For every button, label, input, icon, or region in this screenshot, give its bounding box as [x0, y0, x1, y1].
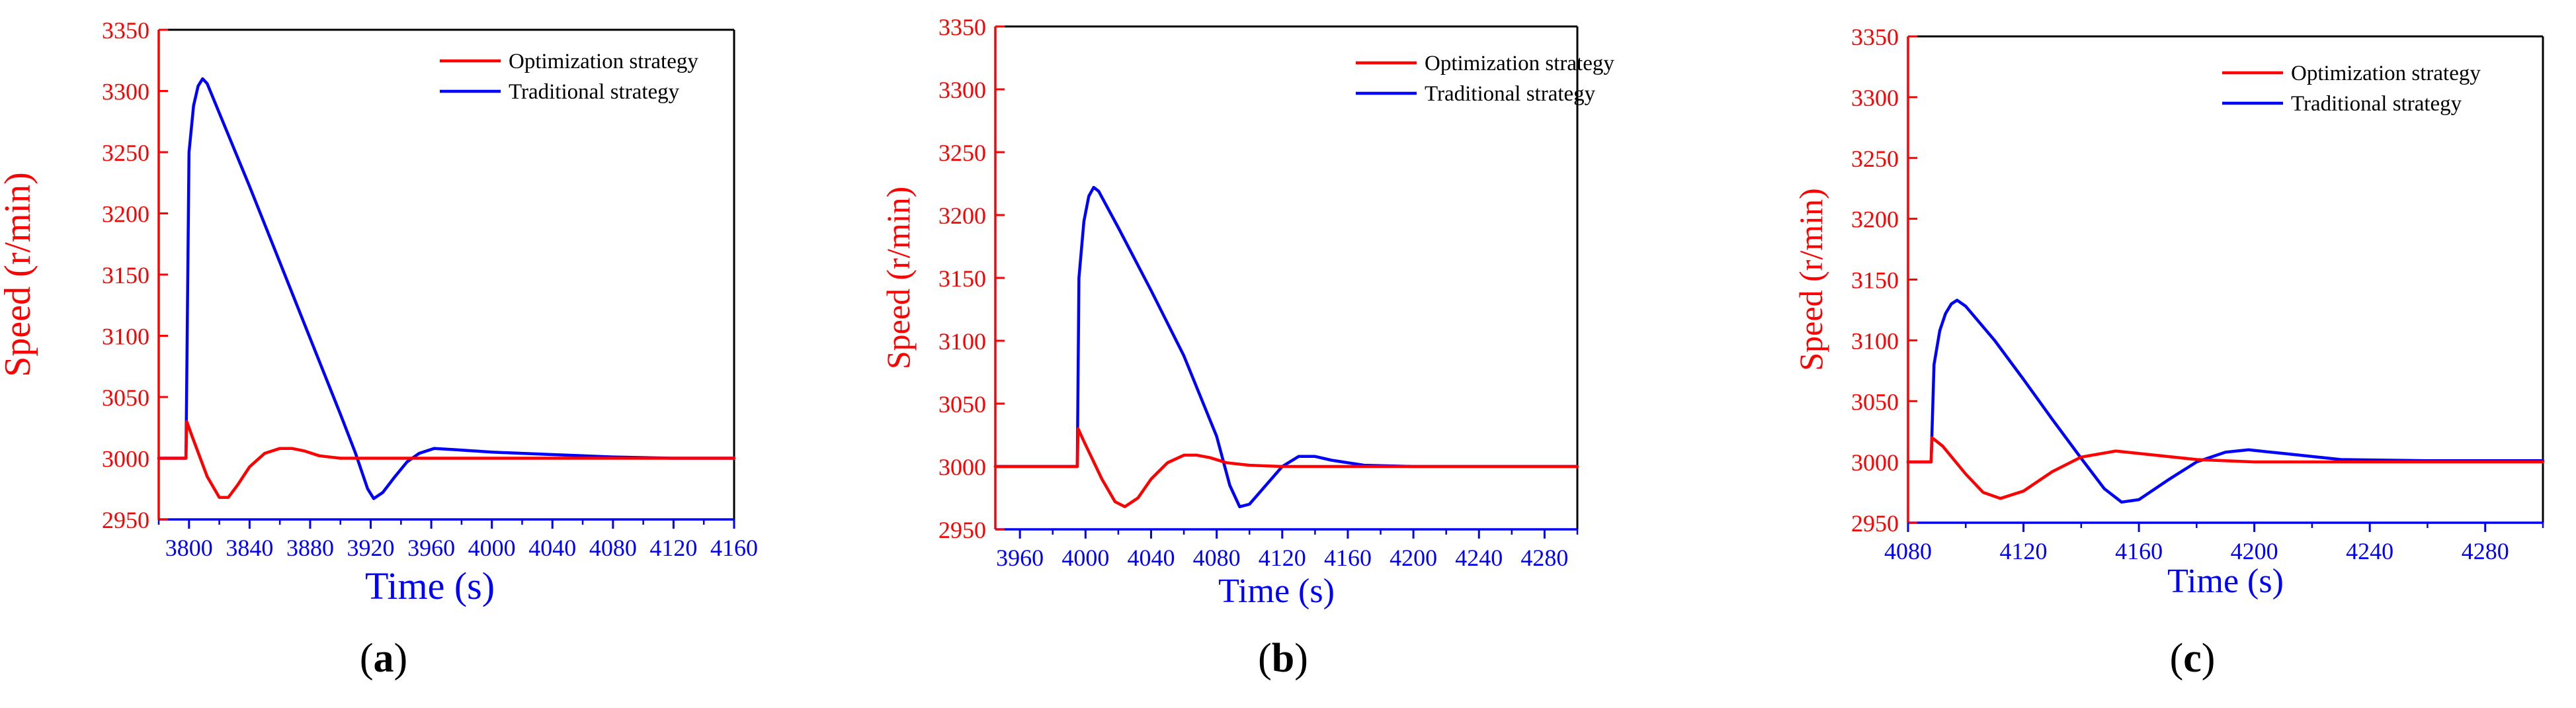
y-tick-label: 3100: [1851, 328, 1899, 354]
x-tick-label: 3960: [407, 535, 455, 561]
y-tick-label: 3150: [102, 262, 149, 288]
chart-b: 2950 3000 3050 3100 3150 3200 3250 3300 3350 3960…: [880, 14, 1614, 610]
y-tick-label: 3000: [1851, 449, 1899, 476]
x-tick-label: 4240: [2346, 538, 2393, 564]
chart-c: 2950 3000 3050 3100 3150 3200 3250 3300 3350 4080…: [1792, 24, 2545, 600]
panel-label-b-letter: b: [1271, 636, 1295, 681]
x-axis-label: Time (s): [365, 564, 495, 607]
panel-label-b: (b): [1258, 636, 1308, 681]
x-tick-label: 4280: [1520, 545, 1568, 571]
panel-label-c-letter: c: [2183, 636, 2202, 681]
legend-label-optimization: Optimization strategy: [1425, 52, 1614, 75]
x-tick-label: 4160: [2115, 538, 2163, 564]
x-tick-label: 4200: [2231, 538, 2278, 564]
x-tick-label: 4120: [1259, 545, 1306, 571]
y-tick-label: 3350: [1851, 24, 1899, 50]
y-tick-label: 3250: [102, 140, 149, 166]
y-tick-label: 3100: [102, 324, 149, 350]
y-tick-label: 3150: [1851, 267, 1899, 294]
y-tick-label: 3100: [938, 328, 986, 355]
series-line-optimization: [157, 420, 736, 499]
y-tick-label: 3300: [938, 77, 986, 103]
legend-label-traditional: Traditional strategy: [509, 80, 680, 104]
y-tick-label: 2950: [938, 517, 986, 543]
panel-label-c: (c): [2169, 636, 2216, 681]
x-tick-label: 4040: [528, 535, 576, 561]
y-tick-label: 3250: [1851, 146, 1899, 172]
x-axis-label: Time (s): [2167, 562, 2284, 600]
y-tick-label: 3050: [1851, 388, 1899, 415]
y-axis-label: Speed (r/min): [1792, 188, 1829, 371]
y-tick-label: 3350: [102, 17, 149, 44]
x-axis-label: Time (s): [1218, 572, 1335, 610]
chart-a: 2950 3000 3050 3100 3150 3200 3250 3300 3350 3800…: [0, 17, 758, 607]
x-tick-label: 4080: [1193, 545, 1241, 571]
series-line-optimization: [1906, 436, 2545, 500]
y-tick-label: 3200: [102, 201, 149, 228]
x-tick-label: 4240: [1455, 545, 1503, 571]
series-line-traditional: [993, 185, 1579, 509]
legend-label-optimization: Optimization strategy: [509, 50, 698, 73]
x-tick-label: 4120: [649, 535, 697, 561]
x-tick-label: 4280: [2462, 538, 2509, 564]
y-tick-label: 3150: [938, 265, 986, 292]
x-tick-label: 3920: [347, 535, 395, 561]
series-line-traditional: [1906, 298, 2545, 504]
x-tick-label: 4120: [2000, 538, 2048, 564]
legend-label-optimization: Optimization strategy: [2291, 62, 2481, 85]
x-tick-label: 4160: [710, 535, 758, 561]
x-tick-label: 4040: [1127, 545, 1175, 571]
legend-label-traditional: Traditional strategy: [1425, 82, 1596, 106]
series-line-traditional: [157, 77, 736, 500]
y-tick-label: 3350: [938, 14, 986, 40]
panel-label-a-letter: a: [373, 636, 394, 681]
x-tick-label: 3840: [226, 535, 273, 561]
x-tick-label: 4160: [1324, 545, 1372, 571]
x-tick-label: 4000: [468, 535, 516, 561]
y-tick-label: 3050: [938, 391, 986, 418]
y-axis-label: Speed (r/min): [880, 187, 917, 369]
x-tick-label: 3960: [996, 545, 1044, 571]
y-tick-label: 3000: [938, 454, 986, 480]
x-tick-label: 4200: [1390, 545, 1437, 571]
y-tick-label: 3050: [102, 384, 149, 411]
panel-label-a: (a): [359, 636, 408, 681]
x-tick-label: 4080: [589, 535, 637, 561]
x-tick-label: 4000: [1061, 545, 1109, 571]
y-tick-label: 2950: [1851, 510, 1899, 537]
y-tick-label: 3000: [102, 446, 149, 472]
y-tick-label: 3200: [1851, 206, 1899, 233]
y-tick-label: 3250: [938, 140, 986, 166]
x-tick-label: 3880: [286, 535, 334, 561]
y-axis-label: Speed (r/min): [0, 172, 38, 376]
y-tick-label: 2950: [102, 507, 149, 533]
y-tick-label: 3200: [938, 202, 986, 229]
legend-label-traditional: Traditional strategy: [2291, 92, 2462, 116]
x-tick-label: 3800: [165, 535, 213, 561]
x-tick-label: 4080: [1884, 538, 1932, 564]
y-tick-label: 3300: [1851, 85, 1899, 111]
series-line-optimization: [993, 427, 1579, 509]
y-tick-label: 3300: [102, 79, 149, 105]
